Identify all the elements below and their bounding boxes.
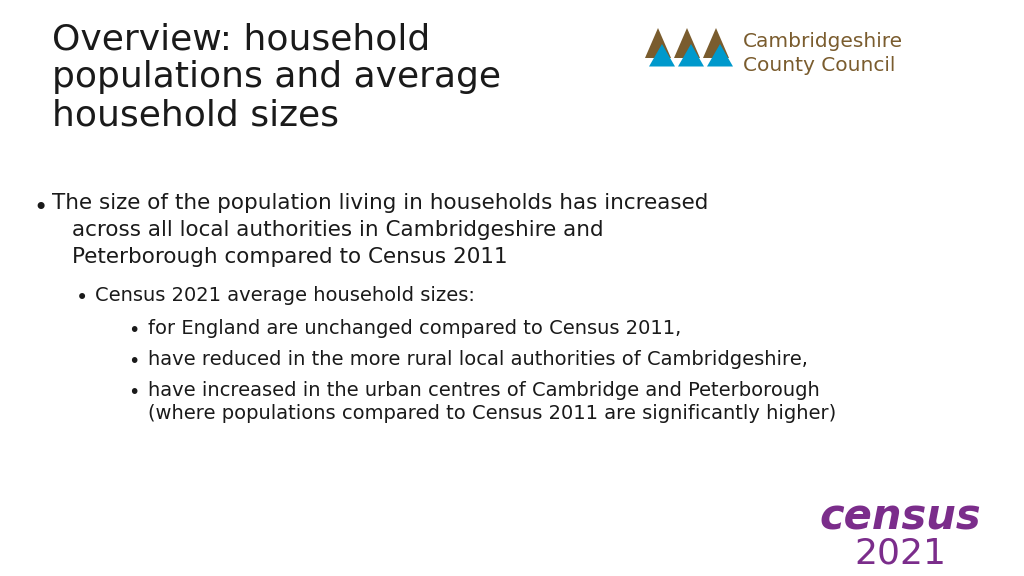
Polygon shape [674,28,700,58]
Polygon shape [707,44,733,66]
Text: Overview: household: Overview: household [52,22,430,56]
Text: •: • [128,352,139,371]
Polygon shape [703,28,729,58]
Polygon shape [678,44,705,66]
Text: Peterborough compared to Census 2011: Peterborough compared to Census 2011 [72,247,508,267]
Text: •: • [33,196,47,220]
Text: (where populations compared to Census 2011 are significantly higher): (where populations compared to Census 20… [148,404,837,423]
Text: household sizes: household sizes [52,98,339,132]
Text: •: • [76,288,88,308]
Text: 2021: 2021 [854,536,946,570]
Text: •: • [128,321,139,340]
Text: The size of the population living in households has increased: The size of the population living in hou… [52,193,709,213]
Text: Census 2021 average household sizes:: Census 2021 average household sizes: [95,286,475,305]
Text: have increased in the urban centres of Cambridge and Peterborough: have increased in the urban centres of C… [148,381,820,400]
Polygon shape [645,28,671,58]
Text: across all local authorities in Cambridgeshire and: across all local authorities in Cambridg… [72,220,603,240]
Text: populations and average: populations and average [52,60,501,94]
Text: have reduced in the more rural local authorities of Cambridgeshire,: have reduced in the more rural local aut… [148,350,808,369]
Text: Cambridgeshire: Cambridgeshire [743,32,903,51]
Text: County Council: County Council [743,56,895,75]
Text: census: census [819,496,981,538]
Polygon shape [649,44,675,66]
Text: •: • [128,383,139,402]
Text: for England are unchanged compared to Census 2011,: for England are unchanged compared to Ce… [148,319,681,338]
